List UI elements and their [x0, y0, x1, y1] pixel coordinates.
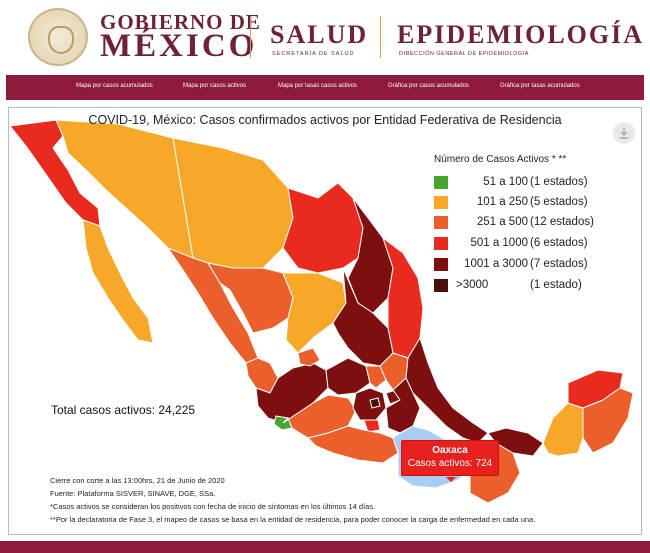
header-divider: [380, 16, 381, 58]
state-aguascalientes[interactable]: [297, 347, 321, 367]
nav-item-grafica-acumulados[interactable]: Gráfica por casos acumulados: [388, 83, 470, 89]
gobierno-title-line2: MÉXICO: [100, 28, 258, 64]
legend-swatch: [434, 176, 448, 189]
state-michoacan[interactable]: [282, 394, 357, 439]
legend-count: (1 estados): [530, 176, 588, 188]
download-button[interactable]: [613, 122, 635, 144]
nav-item-mapa-tasas[interactable]: Mapa por tasas casos activos: [278, 83, 358, 89]
footnotes: Cierre con corte a las 13:00hrs, 21 de J…: [50, 474, 535, 526]
salud-subtitle: SECRETARÍA DE SALUD: [272, 51, 355, 57]
national-seal-logo: [28, 8, 88, 66]
salud-title: SALUD: [270, 20, 369, 49]
legend-range: 1001 a 3000: [464, 258, 528, 270]
footer-bar: [0, 541, 650, 553]
state-chihuahua[interactable]: [172, 137, 294, 269]
legend-range: >3000: [456, 279, 489, 291]
legend-count: (12 estados): [530, 216, 594, 228]
legend-swatch: [434, 237, 448, 250]
legend-swatch: [434, 216, 448, 229]
state-campeche[interactable]: [542, 402, 584, 457]
nav-bar: Mapa por casos acumulados Mapa por casos…: [6, 75, 644, 100]
state-durango[interactable]: [206, 262, 294, 334]
footnote-source: Fuente: Plataforma SISVER, SINAVE, DGE, …: [50, 489, 216, 498]
state-tooltip: Oaxaca Casos activos: 724: [401, 440, 499, 482]
state-mexico[interactable]: [352, 387, 387, 421]
legend-range: 101 a 250: [476, 196, 528, 208]
legend-swatch: [434, 258, 448, 271]
state-baja-california[interactable]: [9, 119, 101, 227]
legend-range: 51 a 100: [483, 176, 528, 188]
state-cdmx[interactable]: [369, 397, 381, 409]
legend-count: (5 estados): [530, 196, 588, 208]
state-guanajuato[interactable]: [325, 357, 371, 396]
epidemiologia-subtitle: DIRECCIÓN GENERAL DE EPIDEMIOLOGÍA: [399, 51, 529, 57]
tooltip-value: Casos activos: 724: [407, 458, 493, 469]
header-divider: [250, 16, 251, 58]
state-morelos[interactable]: [363, 419, 381, 433]
state-baja-california-sur[interactable]: [82, 219, 154, 344]
state-quintana-roo[interactable]: [582, 387, 634, 454]
state-veracruz[interactable]: [405, 336, 489, 444]
mexico-states-map[interactable]: [8, 108, 642, 536]
footnote-definition: *Casos activos se consideran los positiv…: [50, 502, 376, 511]
tooltip-state-name: Oaxaca: [432, 445, 468, 456]
legend-range: 501 a 1000: [470, 237, 528, 249]
legend-swatch: [434, 196, 448, 209]
footnote-cutoff: Cierre con corte a las 13:00hrs, 21 de J…: [50, 476, 225, 485]
nav-item-grafica-tasas[interactable]: Gráfica por tasas acumulados: [500, 83, 580, 89]
nav-item-mapa-acumulados[interactable]: Mapa por casos acumulados: [76, 83, 153, 89]
epidemiologia-title: EPIDEMIOLOGÍA: [397, 20, 645, 49]
legend-count: (6 estados): [530, 237, 588, 249]
nav-item-mapa-activos[interactable]: Mapa por casos activos: [183, 83, 247, 89]
map-title: COVID-19, México: Casos confirmados acti…: [88, 113, 562, 127]
site-header: GOBIERNO DE MÉXICO SALUD SECRETARÍA DE S…: [0, 0, 650, 72]
footnote-phase3: **Por la declaratoria de Fase 3, el mape…: [50, 515, 536, 524]
gobierno-title-line1: GOBIERNO DE: [100, 10, 261, 34]
state-coahuila[interactable]: [282, 182, 364, 274]
state-queretaro[interactable]: [365, 365, 387, 389]
legend-count: (1 estado): [530, 279, 582, 291]
state-zacatecas[interactable]: [282, 272, 347, 354]
legend-range: 251 a 500: [476, 216, 528, 228]
legend-count: (7 estados): [530, 258, 588, 270]
legend-swatch: [434, 279, 448, 292]
total-active-cases: Total casos activos: 24,225: [51, 403, 196, 417]
state-san-luis-potosi[interactable]: [332, 267, 394, 367]
legend-title: Número de Casos Activos * **: [434, 154, 567, 165]
download-icon: [620, 128, 628, 139]
